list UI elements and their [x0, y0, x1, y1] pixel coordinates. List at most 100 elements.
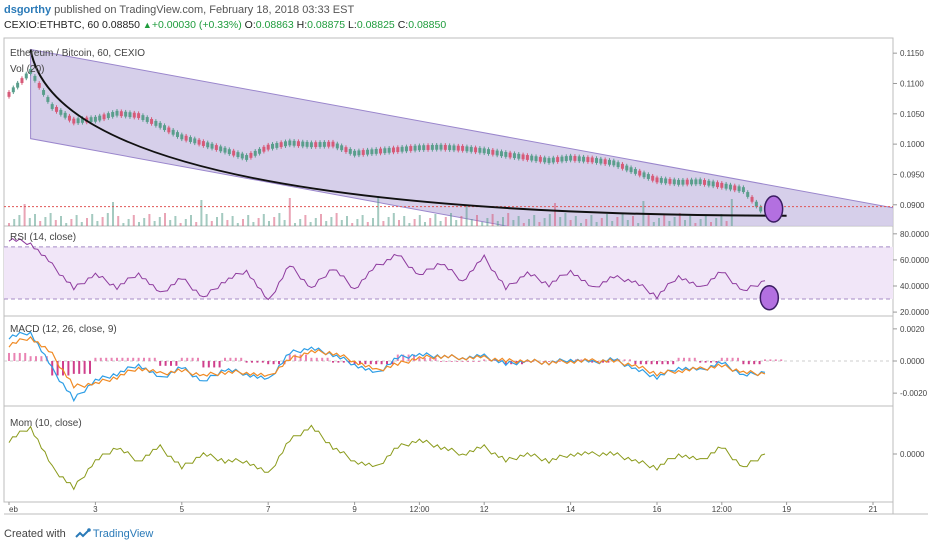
macd-tick-label: 0.0020	[900, 325, 925, 334]
candle-body	[729, 185, 732, 190]
volume-bar	[528, 219, 530, 226]
time-tick-label: 14	[566, 505, 575, 514]
volume-bar	[434, 214, 436, 226]
volume-bar	[34, 214, 36, 226]
candle-body	[612, 161, 615, 166]
volume-bar	[252, 222, 254, 226]
volume-bar	[211, 221, 213, 226]
candle-body	[349, 149, 352, 154]
candle-body	[716, 182, 719, 187]
candle-body	[414, 146, 417, 151]
volume-bar	[39, 221, 41, 226]
candle-body	[548, 158, 551, 163]
volume-bar	[731, 199, 733, 226]
macd-histogram-bar	[678, 358, 680, 361]
rsi-tick-label: 20.0000	[900, 308, 929, 317]
macd-histogram-bar	[451, 361, 453, 362]
candle-body	[77, 118, 80, 123]
macd-histogram-bar	[694, 358, 696, 361]
candle-body	[556, 157, 559, 162]
candle-body	[254, 151, 257, 156]
volume-bar	[398, 220, 400, 226]
candle-body	[595, 158, 598, 163]
candle-body	[681, 180, 684, 185]
macd-histogram-bar	[19, 353, 21, 361]
macd-histogram-bar	[737, 358, 739, 361]
candle-body	[340, 145, 343, 150]
volume-bar	[44, 217, 46, 226]
candle-body	[401, 147, 404, 152]
volume-bar	[195, 222, 197, 226]
volume-bar	[564, 213, 566, 226]
candle-body	[560, 157, 563, 162]
candle-body	[189, 137, 192, 142]
macd-histogram-bar	[251, 361, 253, 363]
volume-bar	[232, 216, 234, 226]
candle-body	[362, 150, 365, 155]
candle-body	[746, 192, 749, 197]
candle-body	[712, 181, 715, 186]
candle-body	[457, 146, 460, 151]
candle-body	[759, 207, 762, 212]
macd-histogram-bar	[705, 361, 707, 363]
volume-bar	[18, 215, 20, 226]
macd-histogram-bar	[170, 361, 172, 366]
volume-bar	[596, 222, 598, 226]
candle-body	[141, 115, 144, 120]
volume-bar	[492, 214, 494, 226]
volume-bar	[284, 220, 286, 226]
volume-bar	[653, 222, 655, 226]
macd-histogram-bar	[181, 358, 183, 361]
macd-histogram-bar	[667, 361, 669, 364]
candle-body	[180, 134, 183, 139]
candle-body	[751, 197, 754, 202]
candle-body	[297, 141, 300, 146]
macd-histogram-bar	[753, 361, 755, 364]
candle-body	[379, 149, 382, 154]
candle-body	[543, 157, 546, 162]
macd-tick-label: -0.0020	[900, 389, 928, 398]
macd-histogram-bar	[40, 356, 42, 361]
volume-bar	[419, 215, 421, 226]
candle-body	[470, 147, 473, 152]
volume-bar	[346, 216, 348, 226]
candle-body	[193, 138, 196, 143]
macd-histogram-bar	[375, 361, 377, 364]
volume-bar	[310, 222, 312, 226]
candle-body	[262, 147, 265, 152]
macd-histogram-bar	[105, 358, 107, 361]
macd-histogram-bar	[445, 361, 447, 362]
volume-bar	[8, 223, 10, 226]
candle-body	[16, 83, 19, 88]
volume-bar	[242, 219, 244, 226]
macd-histogram-bar	[316, 358, 318, 361]
mom-tick-label: 0.0000	[900, 450, 925, 459]
macd-histogram-bar	[483, 359, 485, 361]
macd-histogram-bar	[732, 358, 734, 361]
candle-body	[522, 154, 525, 159]
mom-title: Mom (10, close)	[10, 418, 82, 429]
macd-histogram-bar	[688, 358, 690, 361]
volume-bar	[112, 202, 114, 226]
macd-histogram-bar	[94, 358, 96, 361]
volume-bar	[497, 221, 499, 226]
macd-histogram-bar	[780, 359, 782, 361]
volume-bar	[715, 218, 717, 226]
volume-bar	[159, 217, 161, 226]
tradingview-link[interactable]: TradingView	[93, 528, 154, 540]
candle-body	[51, 104, 54, 109]
candle-body	[146, 117, 149, 122]
time-tick-label: 3	[93, 505, 98, 514]
candle-body	[219, 146, 222, 151]
candle-body	[90, 117, 93, 122]
candle-body	[336, 144, 339, 149]
macd-histogram-bar	[370, 361, 372, 364]
macd-histogram-bar	[175, 361, 177, 366]
candle-body	[388, 148, 391, 153]
macd-histogram-bar	[672, 361, 674, 364]
volume-bar	[138, 222, 140, 226]
time-tick-label: 5	[180, 505, 185, 514]
candle-body	[172, 130, 175, 135]
volume-bar	[278, 213, 280, 226]
